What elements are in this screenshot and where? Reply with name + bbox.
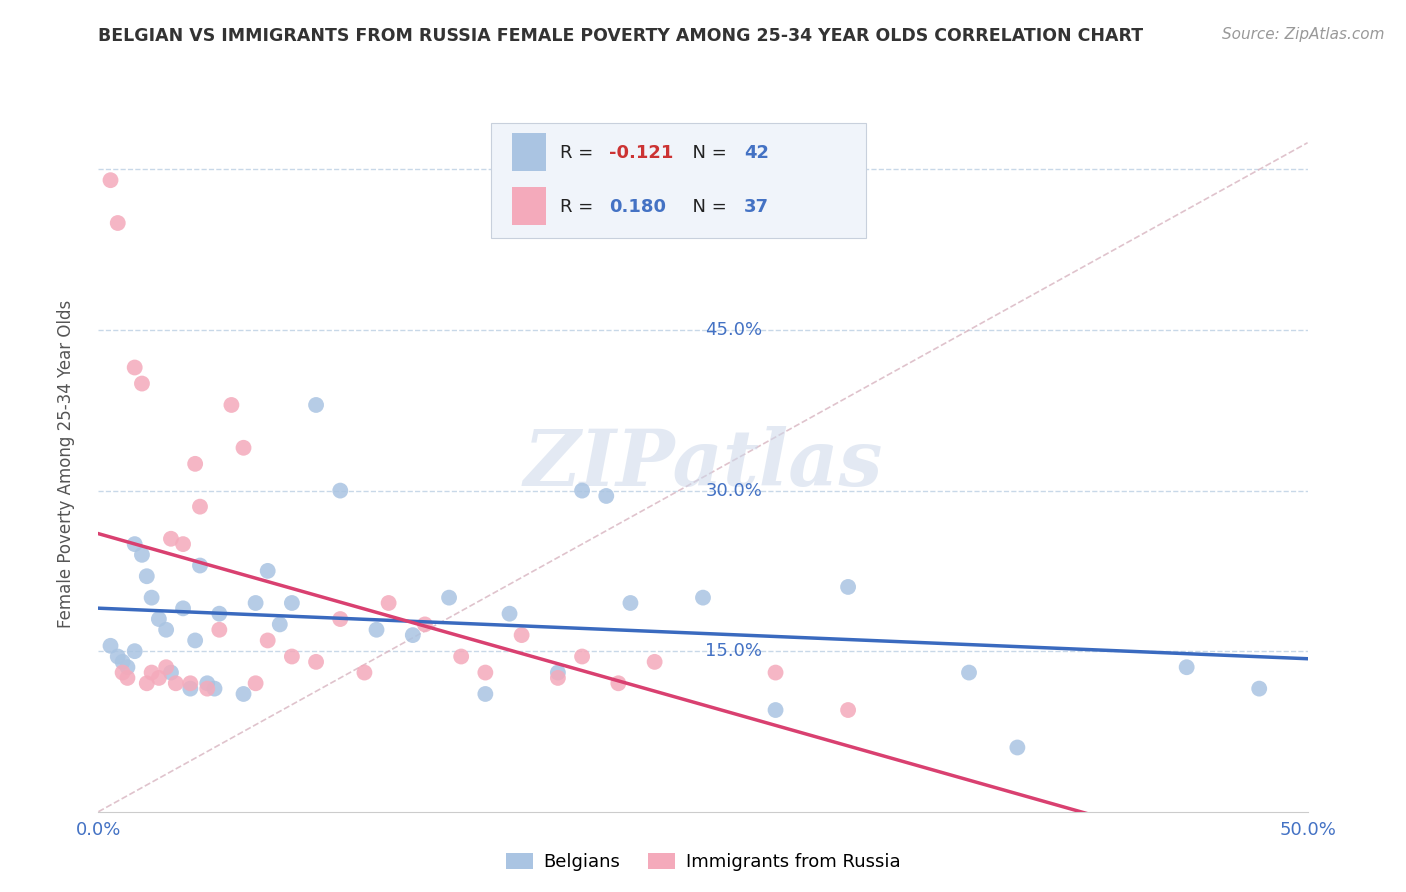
Point xyxy=(124,360,146,375)
Point xyxy=(269,617,291,632)
Point xyxy=(413,617,436,632)
Text: N =: N = xyxy=(682,198,733,217)
Point xyxy=(188,500,211,514)
Point xyxy=(195,676,218,690)
Point xyxy=(184,457,207,471)
Point xyxy=(155,623,177,637)
Point xyxy=(232,687,254,701)
Text: 30.0%: 30.0% xyxy=(706,482,762,500)
Point xyxy=(305,655,328,669)
Text: 37: 37 xyxy=(744,198,769,217)
Point xyxy=(179,681,201,696)
Point xyxy=(256,633,278,648)
Point xyxy=(837,580,859,594)
Point xyxy=(107,649,129,664)
Text: 60.0%: 60.0% xyxy=(706,161,762,178)
Point xyxy=(111,655,134,669)
Point xyxy=(474,687,496,701)
Text: 0.180: 0.180 xyxy=(609,198,665,217)
Point xyxy=(117,660,139,674)
Point xyxy=(474,665,496,680)
Point xyxy=(305,398,328,412)
Point xyxy=(547,671,569,685)
Point xyxy=(510,628,533,642)
Point xyxy=(402,628,425,642)
Text: 15.0%: 15.0% xyxy=(706,642,762,660)
Point xyxy=(172,601,194,615)
Point xyxy=(165,676,187,690)
Point xyxy=(131,376,153,391)
Point xyxy=(188,558,211,573)
Text: R =: R = xyxy=(561,198,599,217)
Point xyxy=(437,591,460,605)
Y-axis label: Female Poverty Among 25-34 Year Olds: Female Poverty Among 25-34 Year Olds xyxy=(56,300,75,628)
Text: -0.121: -0.121 xyxy=(609,145,673,162)
Point xyxy=(135,676,157,690)
Point xyxy=(135,569,157,583)
Text: 42: 42 xyxy=(744,145,769,162)
Point xyxy=(107,216,129,230)
Point xyxy=(160,532,183,546)
Point xyxy=(1175,660,1198,674)
Point xyxy=(204,681,226,696)
Point xyxy=(117,671,139,685)
Point xyxy=(148,612,170,626)
Point xyxy=(692,591,714,605)
Point xyxy=(1249,681,1271,696)
Point xyxy=(498,607,520,621)
Point xyxy=(172,537,194,551)
Point xyxy=(141,591,163,605)
Point xyxy=(100,173,122,187)
Point xyxy=(155,660,177,674)
Point xyxy=(837,703,859,717)
Point xyxy=(1007,740,1029,755)
Text: R =: R = xyxy=(561,145,599,162)
Point xyxy=(179,676,201,690)
Point xyxy=(619,596,641,610)
Point xyxy=(245,596,267,610)
Point xyxy=(765,703,787,717)
FancyBboxPatch shape xyxy=(492,123,866,238)
Point xyxy=(547,665,569,680)
Point xyxy=(450,649,472,664)
Point xyxy=(366,623,388,637)
Point xyxy=(377,596,399,610)
Point xyxy=(256,564,278,578)
Legend: Belgians, Immigrants from Russia: Belgians, Immigrants from Russia xyxy=(499,846,907,879)
Point xyxy=(765,665,787,680)
Point xyxy=(595,489,617,503)
Point xyxy=(148,671,170,685)
Point xyxy=(571,649,593,664)
Point xyxy=(245,676,267,690)
Point xyxy=(353,665,375,680)
Point xyxy=(111,665,134,680)
Point xyxy=(232,441,254,455)
Point xyxy=(131,548,153,562)
Text: N =: N = xyxy=(682,145,733,162)
Text: ZIPatlas: ZIPatlas xyxy=(523,425,883,502)
Point xyxy=(957,665,980,680)
Point xyxy=(281,596,304,610)
Point xyxy=(100,639,122,653)
Point xyxy=(184,633,207,648)
Text: Source: ZipAtlas.com: Source: ZipAtlas.com xyxy=(1222,27,1385,42)
Point xyxy=(160,665,183,680)
Point xyxy=(329,483,352,498)
Point xyxy=(607,676,630,690)
Point xyxy=(195,681,218,696)
FancyBboxPatch shape xyxy=(512,186,546,225)
Point xyxy=(208,623,231,637)
Point xyxy=(124,537,146,551)
Text: 45.0%: 45.0% xyxy=(706,321,762,339)
Point xyxy=(571,483,593,498)
FancyBboxPatch shape xyxy=(512,133,546,171)
Point xyxy=(281,649,304,664)
Point xyxy=(208,607,231,621)
Point xyxy=(124,644,146,658)
Point xyxy=(141,665,163,680)
Text: BELGIAN VS IMMIGRANTS FROM RUSSIA FEMALE POVERTY AMONG 25-34 YEAR OLDS CORRELATI: BELGIAN VS IMMIGRANTS FROM RUSSIA FEMALE… xyxy=(98,27,1143,45)
Point xyxy=(644,655,666,669)
Point xyxy=(329,612,352,626)
Point xyxy=(221,398,243,412)
